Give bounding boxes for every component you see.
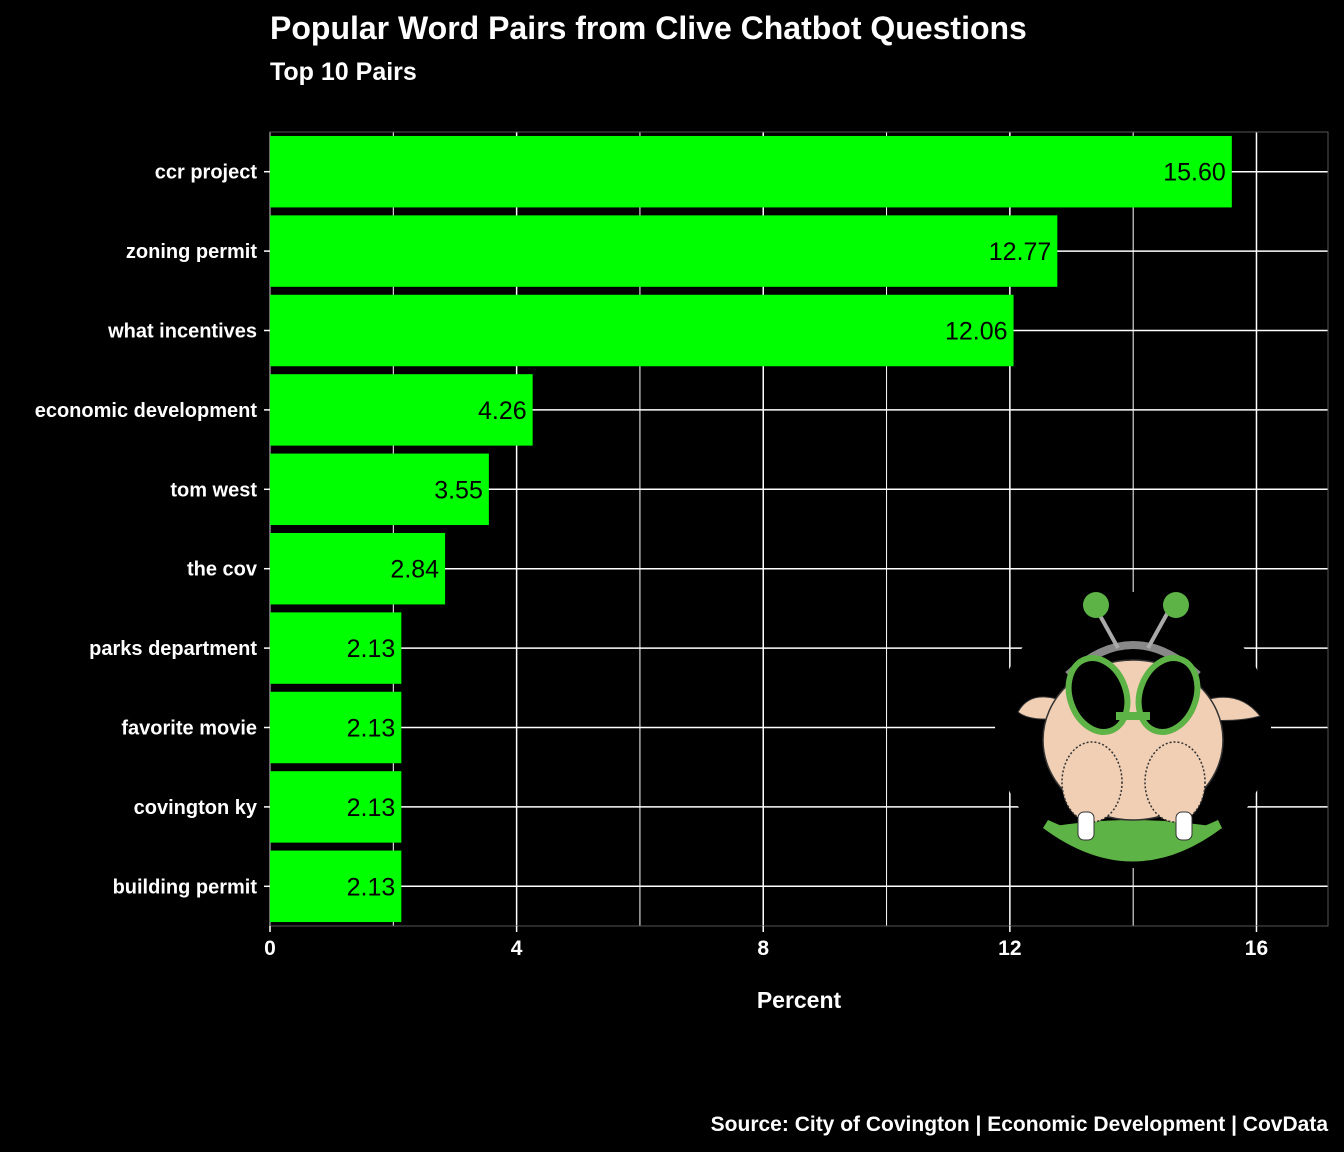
chicken-mascot-icon bbox=[995, 592, 1271, 868]
bar bbox=[270, 453, 489, 526]
x-tick-label: 12 bbox=[998, 937, 1021, 960]
y-axis: ccr project zoning permit what incentives e… bbox=[35, 162, 270, 898]
x-axis-title: Percent bbox=[757, 987, 842, 1013]
value-labels: 15.60 12.77 12.06 4.26 3.55 2.84 2.13 2.13 2.13 2… bbox=[347, 159, 1226, 902]
category-label: economic development bbox=[35, 400, 258, 422]
category-label: covington ky bbox=[134, 797, 258, 819]
value-label: 2.13 bbox=[347, 635, 396, 663]
bars bbox=[270, 135, 1232, 923]
category-label: favorite movie bbox=[121, 718, 257, 740]
value-label: 2.13 bbox=[347, 794, 396, 822]
value-label: 15.60 bbox=[1163, 159, 1226, 187]
value-label: 2.84 bbox=[390, 556, 439, 584]
value-label: 12.77 bbox=[989, 238, 1052, 266]
value-label: 4.26 bbox=[478, 397, 527, 425]
chart-subtitle: Top 10 Pairs bbox=[270, 58, 417, 86]
chart-title: Popular Word Pairs from Clive Chatbot Qu… bbox=[270, 10, 1027, 46]
bar bbox=[270, 771, 402, 843]
category-label: the cov bbox=[187, 559, 258, 581]
value-label: 3.55 bbox=[434, 476, 483, 504]
bar bbox=[270, 691, 402, 764]
source-caption: Source: City of Covington | Economic Dev… bbox=[710, 1113, 1328, 1136]
x-tick-label: 4 bbox=[511, 937, 523, 960]
x-axis: 0 4 8 12 16 bbox=[264, 926, 1268, 960]
bar bbox=[270, 850, 402, 923]
category-label: building permit bbox=[113, 876, 258, 898]
category-label: ccr project bbox=[155, 162, 258, 184]
value-label: 2.13 bbox=[347, 715, 396, 743]
bar bbox=[270, 215, 1058, 287]
value-label: 2.13 bbox=[347, 873, 396, 901]
bar bbox=[270, 135, 1232, 208]
bar bbox=[270, 532, 446, 605]
category-label: zoning permit bbox=[126, 241, 257, 263]
bar bbox=[270, 294, 1014, 367]
x-tick-label: 0 bbox=[264, 937, 276, 960]
category-label: parks department bbox=[89, 638, 257, 660]
x-tick-label: 8 bbox=[757, 937, 769, 960]
x-tick-label: 16 bbox=[1245, 937, 1268, 960]
bar bbox=[270, 612, 402, 684]
bar bbox=[270, 374, 533, 446]
panel-border bbox=[269, 131, 1329, 927]
category-label: what incentives bbox=[107, 321, 257, 343]
value-label: 12.06 bbox=[945, 318, 1008, 346]
category-label: tom west bbox=[170, 479, 257, 501]
